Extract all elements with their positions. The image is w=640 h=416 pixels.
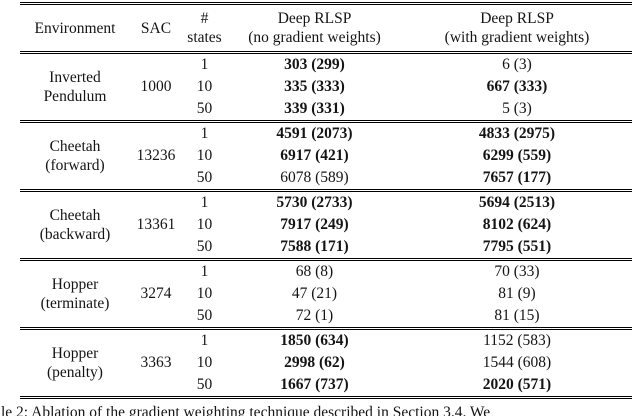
table-row: 50 7588 (171) 7795 (551) (20, 236, 632, 260)
environment-name-line2: (penalty) (47, 364, 103, 381)
environment-name-line1: Hopper (51, 276, 99, 293)
environment-name-line2: (forward) (45, 157, 105, 174)
with-gw-value-cell: 7657 (177) (482, 169, 552, 186)
header-environment: Environment (20, 2, 130, 53)
environment-cell: Cheetah (forward) (20, 120, 130, 191)
with-gw-value-cell: 1544 (608) (482, 354, 552, 371)
environment-cell: Hopper (penalty) (20, 327, 130, 398)
no-gw-value-cell: 72 (1) (295, 307, 334, 324)
with-gw-value-cell: 81 (15) (494, 307, 540, 324)
environment-name-line1: Cheetah (49, 207, 101, 224)
no-gw-value-cell: 335 (333) (284, 78, 345, 95)
environment-cell: Cheetah (backward) (20, 189, 130, 260)
header-num-states: # states (182, 2, 227, 53)
states-cell: 10 (196, 216, 213, 233)
table-row: 10 6917 (421) 6299 (559) (20, 145, 632, 167)
table-caption: le 2: Ablation of the gradient weighting… (1, 404, 491, 416)
results-table: Environment SAC # states Deep RLSP (no g… (20, 2, 632, 399)
header-with-gw-line2: (with gradient weights) (444, 29, 590, 46)
environment-name-line1: Inverted (49, 69, 101, 86)
states-cell: 50 (196, 376, 213, 393)
table-row: Hopper (penalty) 3363 1 1850 (634) 1152 … (20, 327, 632, 398)
with-gw-value-cell: 5 (3) (502, 100, 532, 117)
table-row: 10 335 (333) 667 (333) (20, 76, 632, 98)
table-row: 10 2998 (62) 1544 (608) (20, 352, 632, 374)
states-cell: 10 (196, 78, 213, 95)
no-gw-value-cell: 1667 (737) (280, 376, 349, 393)
states-cell: 50 (196, 100, 213, 117)
block-cheetah-backward: Cheetah (backward) 13361 1 5730 (2733) 5… (20, 189, 632, 260)
no-gw-value-cell: 1850 (634) (227, 327, 402, 352)
states-cell: 1 (182, 189, 227, 214)
no-gw-value-cell: 339 (331) (284, 100, 345, 117)
states-cell: 10 (196, 285, 213, 302)
environment-cell: Inverted Pendulum (20, 51, 130, 122)
with-gw-value-cell: 1152 (583) (402, 327, 632, 352)
no-gw-value-cell: 6078 (589) (280, 169, 349, 186)
sac-value-cell: 13236 (130, 120, 182, 191)
table-row: 50 72 (1) 81 (15) (20, 305, 632, 329)
sac-value-cell: 1000 (130, 51, 182, 122)
block-inverted-pendulum: Inverted Pendulum 1000 1 303 (299) 6 (3)… (20, 51, 632, 122)
with-gw-value-cell: 8102 (624) (482, 216, 552, 233)
with-gw-value-cell: 4833 (2975) (402, 120, 632, 145)
with-gw-value-cell: 7795 (551) (482, 238, 552, 255)
table-row: 10 47 (21) 81 (9) (20, 283, 632, 305)
environment-name-line2: (backward) (39, 226, 111, 243)
table-row: 50 339 (331) 5 (3) (20, 98, 632, 122)
with-gw-value-cell: 6299 (559) (482, 147, 552, 164)
header-no-gw-line1: Deep RLSP (277, 10, 352, 27)
with-gw-value-cell: 5694 (2513) (402, 189, 632, 214)
table-row: 50 1667 (737) 2020 (571) (20, 374, 632, 398)
states-cell: 50 (196, 169, 213, 186)
states-cell: 1 (182, 258, 227, 283)
states-cell: 10 (196, 354, 213, 371)
no-gw-value-cell: 7917 (249) (280, 216, 349, 233)
environment-name-line1: Cheetah (49, 138, 101, 155)
table-row: Cheetah (forward) 13236 1 4591 (2073) 48… (20, 120, 632, 191)
states-cell: 1 (182, 120, 227, 145)
block-hopper-penalty: Hopper (penalty) 3363 1 1850 (634) 1152 … (20, 327, 632, 398)
states-cell: 50 (196, 307, 213, 324)
with-gw-value-cell: 70 (33) (402, 258, 632, 283)
no-gw-value-cell: 5730 (2733) (227, 189, 402, 214)
sac-value-cell: 3363 (130, 327, 182, 398)
table-row: 10 7917 (249) 8102 (624) (20, 214, 632, 236)
header-row: Environment SAC # states Deep RLSP (no g… (20, 2, 632, 53)
sac-value-cell: 13361 (130, 189, 182, 260)
header-no-gw-line2: (no gradient weights) (248, 29, 381, 46)
states-cell: 10 (196, 147, 213, 164)
header-sac: SAC (130, 2, 182, 53)
no-gw-value-cell: 7588 (171) (280, 238, 349, 255)
table-row: Cheetah (backward) 13361 1 5730 (2733) 5… (20, 189, 632, 260)
header-with-gw-line1: Deep RLSP (480, 10, 554, 27)
environment-cell: Hopper (terminate) (20, 258, 130, 329)
no-gw-value-cell: 2998 (62) (284, 354, 345, 371)
no-gw-value-cell: 47 (21) (291, 285, 338, 302)
with-gw-value-cell: 81 (9) (498, 285, 536, 302)
table-row: Hopper (terminate) 3274 1 68 (8) 70 (33) (20, 258, 632, 329)
no-gw-value-cell: 6917 (421) (280, 147, 349, 164)
block-hopper-terminate: Hopper (terminate) 3274 1 68 (8) 70 (33)… (20, 258, 632, 329)
with-gw-value-cell: 667 (333) (486, 78, 548, 95)
states-cell: 50 (196, 238, 213, 255)
table-row: Inverted Pendulum 1000 1 303 (299) 6 (3) (20, 51, 632, 122)
header-deep-rlsp-with-gw: Deep RLSP (with gradient weights) (402, 2, 632, 53)
sac-value-cell: 3274 (130, 258, 182, 329)
environment-name-line2: (terminate) (40, 295, 110, 312)
header-deep-rlsp-no-gw: Deep RLSP (no gradient weights) (227, 2, 402, 53)
table-header: Environment SAC # states Deep RLSP (no g… (20, 2, 632, 53)
table-row: 50 6078 (589) 7657 (177) (20, 167, 632, 191)
environment-name-line1: Hopper (51, 345, 99, 362)
environment-name-line2: Pendulum (43, 88, 107, 105)
block-cheetah-forward: Cheetah (forward) 13236 1 4591 (2073) 48… (20, 120, 632, 191)
with-gw-value-cell: 6 (3) (402, 51, 632, 76)
with-gw-value-cell: 2020 (571) (482, 376, 552, 393)
no-gw-value-cell: 68 (8) (227, 258, 402, 283)
no-gw-value-cell: 303 (299) (227, 51, 402, 76)
no-gw-value-cell: 4591 (2073) (227, 120, 402, 145)
states-cell: 1 (182, 51, 227, 76)
states-cell: 1 (182, 327, 227, 352)
